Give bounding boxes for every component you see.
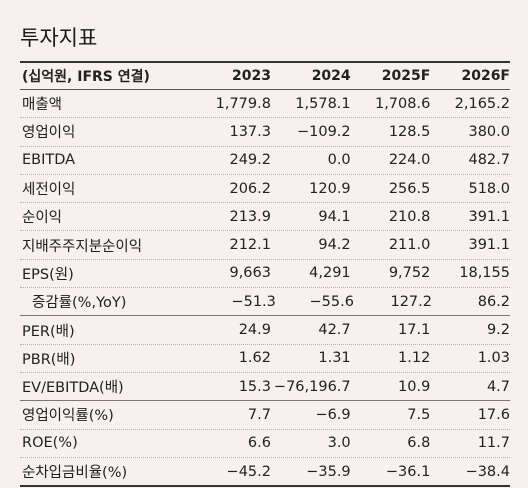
table-row: 지배주주지분순이익 212.1 94.2 211.0 391.1 bbox=[20, 231, 510, 260]
row-value: 24.9 bbox=[238, 322, 271, 339]
row-value: 7.7 bbox=[247, 406, 271, 423]
row-value: −45.2 bbox=[226, 463, 271, 480]
row-value: 128.5 bbox=[388, 123, 431, 140]
row-label: PBR(배) bbox=[22, 351, 76, 368]
row-value: 1,708.6 bbox=[374, 95, 431, 112]
row-label: 순차입금비율(%) bbox=[22, 465, 128, 481]
row-value: 7.5 bbox=[407, 406, 431, 423]
table-row: 세전이익 206.2 120.9 256.5 518.0 bbox=[20, 175, 510, 204]
row-value: 380.0 bbox=[468, 123, 510, 140]
row-value: −6.9 bbox=[315, 406, 351, 423]
table-row: PBR(배) 1.62 1.31 1.12 1.03 bbox=[20, 345, 510, 373]
row-value: 1.03 bbox=[477, 350, 510, 367]
row-label: 매출액 bbox=[22, 97, 63, 114]
row-value: 6.6 bbox=[247, 435, 271, 452]
row-value: −76,196.7 bbox=[273, 378, 351, 395]
row-value: 1.12 bbox=[398, 350, 431, 367]
table-row: EV/EBITDA(배) 15.3 −76,196.7 10.9 4.7 bbox=[20, 373, 510, 402]
row-label: 세전이익 bbox=[22, 182, 76, 199]
table-row: 매출액 1,779.8 1,578.1 1,708.6 2,165.2 bbox=[20, 90, 510, 119]
row-value: 391.1 bbox=[468, 208, 510, 225]
row-label: 영업이익 bbox=[22, 125, 76, 142]
row-label: EV/EBITDA(배) bbox=[22, 380, 124, 397]
row-value: 10.9 bbox=[398, 378, 431, 395]
header-year: 2025F bbox=[381, 68, 431, 84]
table-row: 영업이익률(%) 7.7 −6.9 7.5 17.6 bbox=[20, 401, 510, 430]
row-value: 1,779.8 bbox=[215, 95, 271, 112]
row-label: 지배주주지분순이익 bbox=[22, 238, 143, 255]
table-row: ROE(%) 6.6 3.0 6.8 11.7 bbox=[20, 430, 510, 458]
row-value: 206.2 bbox=[229, 180, 271, 197]
row-label: 영업이익률(%) bbox=[22, 408, 114, 425]
row-value: 1,578.1 bbox=[295, 95, 351, 112]
row-value: 210.8 bbox=[388, 208, 431, 225]
row-value: 1.62 bbox=[238, 350, 271, 367]
row-value: 17.6 bbox=[477, 406, 510, 423]
table-row: 증감률(%,YoY) −51.3 −55.6 127.2 86.2 bbox=[20, 288, 511, 317]
row-value: 9,752 bbox=[388, 265, 431, 282]
table-row: 영업이익 137.3 −109.2 128.5 380.0 bbox=[20, 118, 510, 147]
row-value: 42.7 bbox=[318, 322, 351, 339]
row-value: 15.3 bbox=[238, 378, 271, 395]
row-label: EBITDA bbox=[22, 152, 76, 169]
row-value: 391.1 bbox=[468, 237, 510, 254]
row-value: 518.0 bbox=[468, 180, 510, 197]
header-label: (십억원, IFRS 연결) bbox=[22, 69, 150, 85]
row-value: 224.0 bbox=[388, 152, 431, 169]
table-header: (십억원, IFRS 연결) 2023 2024 2025F 2026F bbox=[20, 63, 510, 90]
row-value: 3.0 bbox=[327, 435, 351, 452]
table-row: EBITDA 249.2 0.0 224.0 482.7 bbox=[20, 147, 510, 175]
row-value: 6.8 bbox=[407, 435, 431, 452]
header-year: 2023 bbox=[232, 68, 271, 84]
table-row: PER(배) 24.9 42.7 17.1 9.2 bbox=[20, 316, 510, 345]
row-value: 212.1 bbox=[229, 237, 271, 254]
row-label: 증감률(%,YoY) bbox=[32, 295, 127, 312]
row-value: 2,165.2 bbox=[454, 95, 510, 112]
row-value: 94.1 bbox=[318, 208, 351, 225]
table-row: 순차입금비율(%) −45.2 −35.9 −36.1 −38.4 bbox=[20, 458, 510, 488]
row-value: 211.0 bbox=[388, 237, 431, 254]
row-value: 256.5 bbox=[388, 180, 431, 197]
row-label: EPS(원) bbox=[22, 266, 74, 283]
row-value: 213.9 bbox=[229, 208, 271, 225]
header-year: 2026F bbox=[461, 68, 510, 84]
row-value: 11.7 bbox=[477, 435, 510, 452]
row-value: 4,291 bbox=[309, 265, 351, 282]
table-row: EPS(원) 9,663 4,291 9,752 18,155 bbox=[20, 260, 510, 289]
row-value: 9.2 bbox=[486, 322, 510, 339]
row-value: −51.3 bbox=[231, 293, 276, 310]
row-value: 17.1 bbox=[398, 322, 431, 339]
row-value: −55.6 bbox=[309, 293, 354, 310]
row-label: ROE(%) bbox=[22, 435, 78, 452]
row-value: 4.7 bbox=[486, 378, 510, 395]
row-value: 9,663 bbox=[229, 265, 271, 282]
page-title: 투자지표 bbox=[20, 26, 98, 50]
header-year: 2024 bbox=[311, 68, 351, 84]
row-value: 127.2 bbox=[390, 293, 432, 310]
row-value: −35.9 bbox=[306, 463, 351, 480]
row-value: 120.9 bbox=[309, 180, 351, 197]
row-value: −38.4 bbox=[465, 463, 510, 480]
row-value: −36.1 bbox=[385, 463, 431, 480]
row-label: 순이익 bbox=[22, 210, 63, 227]
row-value: −109.2 bbox=[296, 123, 351, 140]
row-value: 18,155 bbox=[459, 265, 510, 282]
investment-indicators-table: (십억원, IFRS 연결) 2023 2024 2025F 2026F 매출액… bbox=[20, 61, 511, 488]
row-label: PER(배) bbox=[22, 323, 75, 340]
row-value: 86.2 bbox=[477, 293, 511, 310]
row-value: 137.3 bbox=[229, 123, 271, 140]
row-value: 94.2 bbox=[318, 237, 351, 254]
table-row: 순이익 213.9 94.1 210.8 391.1 bbox=[20, 203, 510, 232]
row-value: 482.7 bbox=[468, 152, 510, 169]
row-value: 249.2 bbox=[229, 152, 271, 169]
row-value: 1.31 bbox=[318, 350, 351, 367]
row-value: 0.0 bbox=[327, 152, 351, 169]
